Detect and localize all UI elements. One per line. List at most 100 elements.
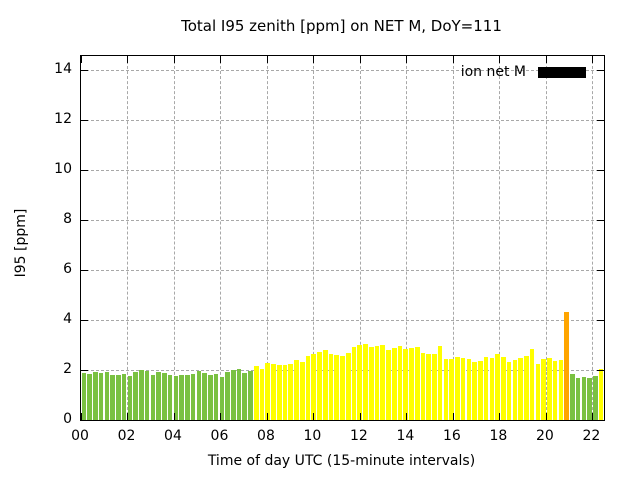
bar [587, 378, 592, 420]
bar [414, 347, 420, 420]
y-tick-label: 0 [63, 411, 72, 427]
gridline-v [266, 56, 268, 420]
y-tick [597, 120, 604, 121]
bar [265, 362, 271, 420]
y-tick-label: 12 [54, 111, 72, 127]
bar [248, 371, 253, 420]
bar [104, 371, 110, 420]
gridline-v [173, 56, 175, 420]
bar [449, 359, 454, 420]
bar [167, 374, 173, 420]
y-tick [81, 220, 88, 221]
bar [276, 365, 282, 420]
bar [156, 371, 161, 420]
y-tick-label: 4 [63, 311, 72, 327]
bar [110, 375, 115, 420]
bar [432, 354, 437, 420]
x-tick-label: 18 [489, 428, 508, 444]
x-tick [359, 56, 361, 63]
x-tick-label: 22 [582, 428, 601, 444]
x-tick [452, 56, 454, 63]
x-tick [313, 56, 315, 63]
gridline-v [452, 56, 454, 420]
x-tick [220, 413, 222, 420]
x-axis-title: Time of day UTC (15-minute intervals) [207, 453, 476, 469]
gridline-h [81, 70, 604, 71]
bar [478, 361, 483, 420]
bar [483, 357, 489, 420]
bar [231, 370, 236, 420]
bar [190, 373, 196, 420]
y-tick [81, 120, 88, 121]
bar [455, 357, 460, 420]
x-tick [266, 56, 268, 63]
y-tick [81, 320, 88, 321]
bar [305, 356, 311, 420]
bar [259, 368, 265, 420]
x-tick-label: 08 [257, 428, 275, 444]
plot-area: ion net M [80, 55, 605, 421]
x-tick-label: 02 [117, 428, 136, 444]
bar [518, 357, 523, 420]
bar [547, 357, 552, 420]
x-tick [545, 413, 547, 420]
bar [87, 373, 92, 420]
gridline-h [81, 320, 604, 321]
bar [351, 347, 357, 420]
y-tick [597, 270, 604, 271]
gridline-v [127, 56, 129, 420]
x-tick-label: 14 [396, 428, 415, 444]
x-tick [452, 413, 454, 420]
bar [489, 357, 495, 420]
gridline-v [359, 56, 361, 420]
x-tick [499, 413, 501, 420]
bar [575, 377, 581, 420]
bar [426, 353, 431, 420]
y-tick-label: 2 [63, 361, 72, 377]
x-tick [313, 413, 315, 420]
x-tick [220, 56, 222, 63]
chart-title: Total I95 zenith [ppm] on NET M, DoY=111 [181, 17, 502, 35]
gridline-h [81, 270, 604, 271]
x-tick [81, 413, 82, 420]
bar [311, 353, 317, 420]
bar [524, 356, 529, 420]
y-tick-label: 10 [54, 161, 72, 177]
x-tick-label: 12 [350, 428, 368, 444]
y-tick [597, 320, 604, 321]
bar [374, 346, 380, 420]
x-tick-label: 20 [535, 428, 554, 444]
gridline-v [545, 56, 547, 420]
y-tick [81, 70, 88, 71]
x-tick [545, 56, 547, 63]
bar [322, 350, 328, 420]
bar [294, 360, 299, 420]
bar [116, 375, 121, 420]
bar [179, 375, 184, 420]
bar [460, 358, 466, 420]
bar [363, 344, 368, 420]
bar [391, 347, 397, 420]
y-tick [597, 70, 604, 71]
bar [501, 357, 506, 420]
bar [570, 373, 575, 420]
x-tick [592, 413, 594, 420]
y-tick [81, 170, 88, 171]
x-tick [499, 56, 501, 63]
bar [173, 376, 179, 420]
bar [403, 349, 408, 420]
gridline-v [592, 56, 594, 420]
gridline-h [81, 170, 604, 171]
gridline-v [406, 56, 408, 420]
bar [380, 345, 386, 420]
bar [150, 374, 156, 420]
bar [443, 359, 449, 420]
bar [581, 377, 587, 420]
bar [409, 348, 414, 420]
bar [299, 362, 305, 420]
bar [466, 359, 472, 420]
bar [242, 372, 248, 420]
x-tick [359, 413, 361, 420]
bar [506, 361, 512, 420]
x-tick [406, 56, 408, 63]
